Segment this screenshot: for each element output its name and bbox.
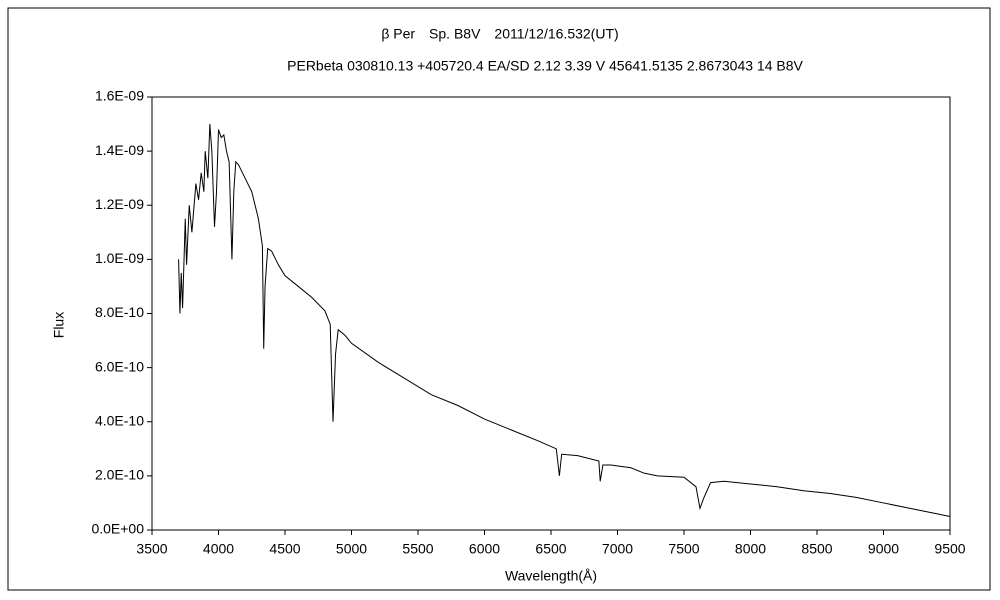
x-tick-label: 6000: [469, 541, 500, 557]
x-tick-label: 7000: [602, 541, 633, 557]
y-tick-label: 1.0E-09: [95, 250, 144, 266]
x-tick-label: 4000: [203, 541, 234, 557]
x-tick-label: 8500: [801, 541, 832, 557]
x-tick-label: 8000: [735, 541, 766, 557]
y-tick-label: 6.0E-10: [95, 358, 144, 374]
x-tick-label: 6500: [535, 541, 566, 557]
x-tick-label: 3500: [136, 541, 167, 557]
chart-border: [7, 7, 991, 591]
y-tick-label: 8.0E-10: [95, 304, 144, 320]
x-tick-label: 9500: [934, 541, 965, 557]
spectrum-line: [178, 124, 951, 517]
y-tick-label: 1.2E-09: [95, 196, 144, 212]
x-tick-label: 4500: [269, 541, 300, 557]
y-tick-label: 4.0E-10: [95, 412, 144, 428]
x-tick-label: 5500: [402, 541, 433, 557]
x-axis-label: Wavelength(Å): [505, 568, 597, 584]
y-tick-label: 1.4E-09: [95, 142, 144, 158]
x-tick-label: 9000: [868, 541, 899, 557]
y-tick-label: 2.0E-10: [95, 467, 144, 483]
x-tick-label: 5000: [336, 541, 367, 557]
chart-subtitle: PERbeta 030810.13 +405720.4 EA/SD 2.12 3…: [287, 58, 803, 74]
chart-title: β Per Sp. B8V 2011/12/16.532(UT): [381, 26, 618, 42]
y-tick-label: 1.6E-09: [95, 88, 144, 104]
x-tick-label: 7500: [668, 541, 699, 557]
y-tick-label: 0.0E+00: [91, 521, 144, 537]
y-axis-label: Flux: [51, 312, 67, 338]
